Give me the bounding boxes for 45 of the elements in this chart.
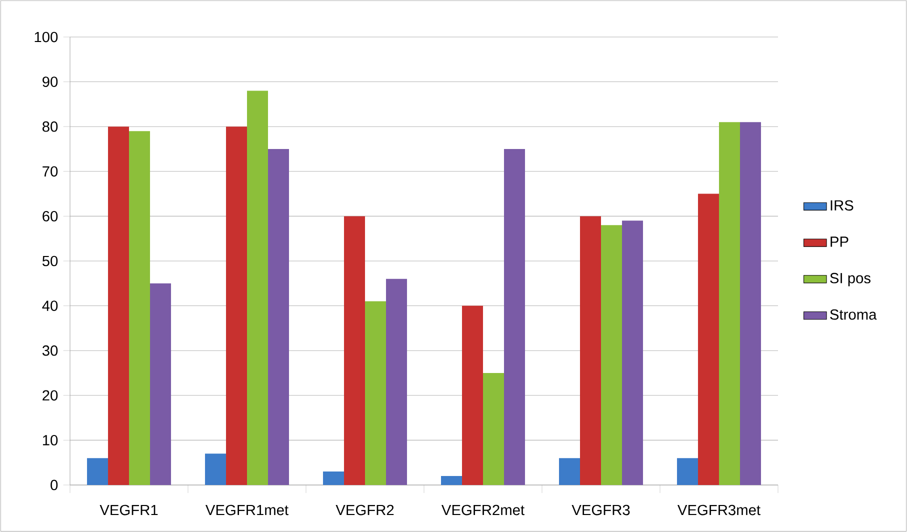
bar — [344, 216, 366, 485]
bar — [226, 126, 248, 485]
y-tick-label: 0 — [50, 480, 58, 490]
bar — [718, 122, 740, 485]
y-tick-label: 80 — [42, 121, 58, 132]
y-tick-label: 10 — [42, 435, 58, 446]
bar — [483, 372, 504, 485]
bar — [205, 454, 226, 485]
bar — [559, 458, 580, 485]
x-tick-label: VEGFR1met — [206, 504, 288, 516]
legend-label: SI pos — [830, 272, 870, 286]
bar — [601, 225, 622, 485]
y-tick-label: 90 — [42, 76, 58, 87]
bar — [580, 216, 601, 485]
x-tick-label: VEGFR3met — [677, 504, 760, 516]
y-tick-label: 100 — [34, 32, 58, 42]
bar — [504, 148, 525, 485]
legend-label: IRS — [830, 200, 854, 211]
bar — [129, 131, 150, 485]
x-tick-label: VEGFR3 — [572, 504, 630, 516]
bar — [108, 126, 130, 485]
y-tick-label: 50 — [42, 256, 58, 266]
bar — [323, 472, 344, 485]
x-tick-label: VEGFR2 — [336, 504, 394, 516]
y-tick-label: 30 — [42, 345, 58, 356]
bar — [622, 220, 643, 485]
y-tick-label: 70 — [42, 166, 58, 177]
bar — [87, 458, 108, 485]
bar — [247, 90, 268, 485]
bar — [676, 458, 698, 485]
x-tick-label: VEGFR2met — [442, 504, 524, 516]
bar — [698, 194, 719, 485]
legend-label: PP — [830, 236, 848, 247]
bar — [150, 283, 172, 485]
bar — [386, 278, 408, 485]
y-tick-label: 20 — [42, 390, 58, 401]
y-tick-label: 40 — [42, 300, 58, 311]
y-tick-label: 60 — [42, 211, 58, 222]
bar — [365, 301, 386, 485]
bar — [268, 148, 290, 485]
x-tick-label: VEGFR1 — [100, 504, 158, 516]
bar — [740, 122, 761, 485]
bar — [462, 306, 483, 485]
legend-label: Stroma — [830, 309, 877, 320]
bar — [441, 476, 462, 485]
